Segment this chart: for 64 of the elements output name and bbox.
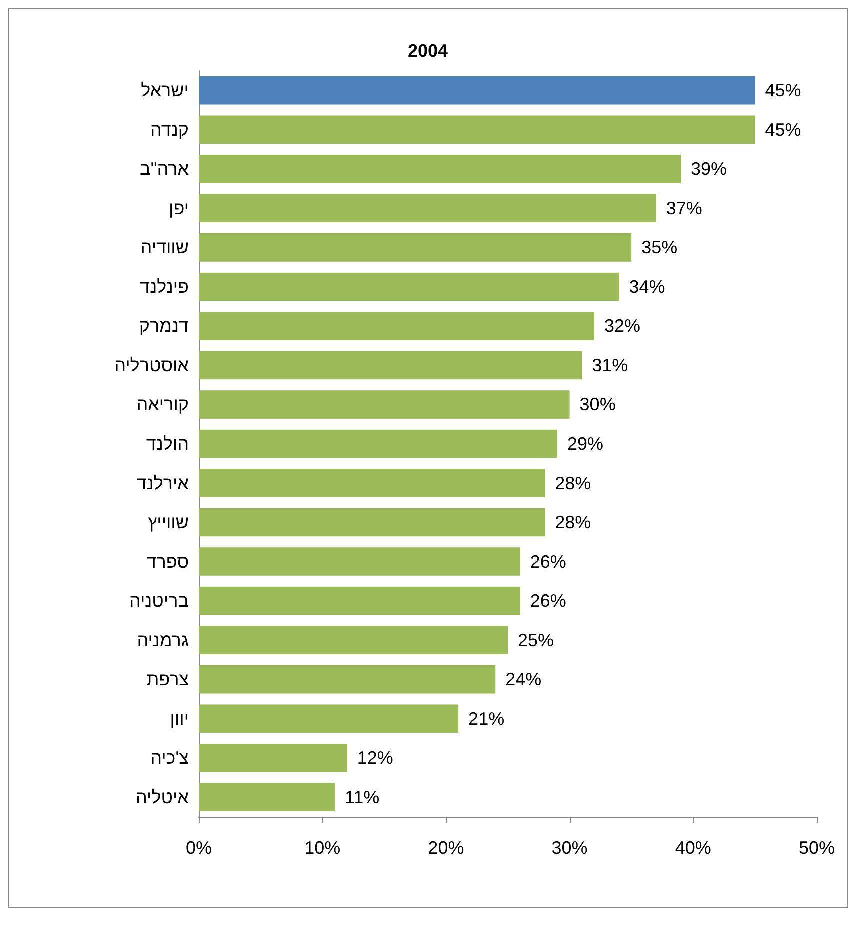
y-tick-label: הולנד: [146, 434, 189, 454]
data-label: 28%: [555, 512, 592, 533]
data-label: 39%: [691, 159, 728, 180]
data-label: 35%: [642, 238, 678, 258]
data-label: 28%: [555, 473, 592, 494]
bar: [199, 783, 335, 812]
data-label: 21%: [468, 708, 505, 729]
data-label: 37%: [666, 198, 702, 218]
data-label: 29%: [567, 434, 604, 454]
x-tick-label: 10%: [304, 838, 341, 858]
bar: [199, 704, 459, 733]
x-tick-label: 40%: [675, 838, 712, 858]
y-tick-label: דנמרק: [139, 316, 190, 336]
y-tick-label: קוריאה: [136, 394, 189, 415]
y-tick-label: אירלנד: [136, 473, 190, 494]
y-tick-label: ארה"ב: [140, 159, 190, 180]
data-label: 11%: [344, 787, 380, 808]
y-tick-label: איטליה: [136, 787, 190, 808]
data-label: 25%: [518, 630, 554, 650]
y-tick-label: בריטניה: [129, 591, 190, 612]
bar: [199, 76, 756, 105]
y-tick-label: ישראל: [141, 80, 189, 101]
y-tick-label: ספרד: [146, 552, 189, 572]
y-tick-label: שוודיה: [140, 238, 189, 258]
bar: [199, 155, 682, 184]
y-tick-label: גרמניה: [137, 630, 190, 650]
data-label: 32%: [604, 316, 641, 336]
data-label: 30%: [580, 394, 616, 415]
y-tick-label: יפן: [169, 198, 189, 218]
y-tick-label: שווייץ: [148, 512, 189, 533]
bar: [199, 508, 546, 537]
data-label: 45%: [765, 80, 802, 101]
x-tick-label: 30%: [552, 838, 588, 858]
x-tick-label: 20%: [428, 838, 464, 858]
chart-title: 2004: [408, 41, 448, 61]
data-label: 24%: [506, 670, 542, 690]
y-tick-label: צרפת: [146, 670, 190, 690]
bar: [199, 430, 558, 458]
bar: [199, 390, 570, 419]
bar: [199, 626, 508, 654]
y-tick-label: צ'כיה: [150, 748, 190, 768]
x-tick-label: 0%: [186, 838, 212, 858]
y-tick-label: קנדה: [150, 120, 189, 140]
x-tick-label: 50%: [798, 838, 836, 858]
data-label: 12%: [357, 748, 394, 768]
bar: [199, 312, 595, 340]
y-tick-label: פינלנד: [140, 276, 189, 297]
data-label: 26%: [530, 552, 566, 572]
bar: [199, 469, 546, 498]
data-label: 45%: [765, 120, 802, 140]
bar: [199, 194, 656, 223]
bar: [199, 744, 348, 772]
bar: [199, 586, 520, 616]
bar: [199, 351, 582, 380]
bar: [199, 272, 620, 302]
bar: [199, 234, 632, 262]
data-label: 31%: [592, 355, 628, 376]
data-label: 34%: [629, 276, 666, 297]
data-label: 26%: [530, 591, 566, 612]
y-tick-label: אוסטרליה: [114, 355, 190, 376]
bar: [199, 548, 520, 576]
y-tick-label: יוון: [170, 708, 189, 729]
bar: [199, 665, 496, 694]
bar: [199, 116, 756, 144]
